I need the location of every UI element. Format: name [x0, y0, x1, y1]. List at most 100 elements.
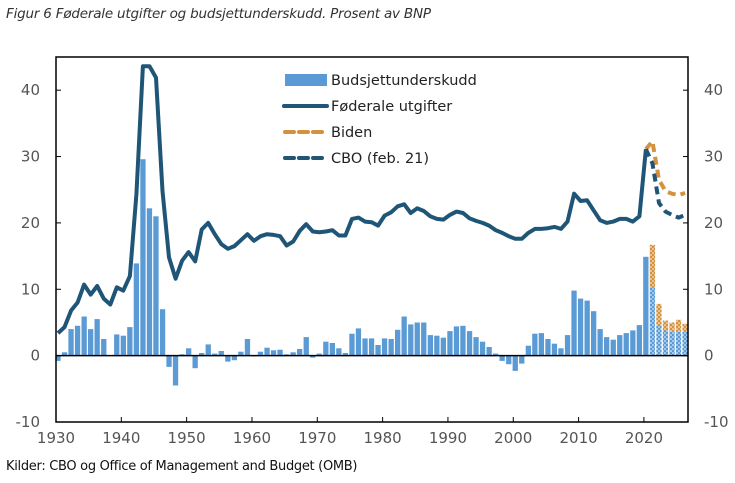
legend: Budsjettunderskudd Føderale utgifter Biden…	[282, 73, 477, 167]
deficit-bar-1952	[199, 353, 205, 356]
y-tick-label-right: 10	[704, 280, 723, 298]
legend-label: Budsjettunderskudd	[331, 73, 477, 89]
deficit-bar-2008	[564, 335, 571, 356]
deficit-bar-2018	[630, 330, 636, 356]
deficit-bar-1931	[61, 352, 68, 356]
source-note: Kilder: CBO og Office of Management and …	[6, 459, 358, 474]
deficit-bar-2004	[538, 333, 544, 356]
deficit-bar-1940	[120, 335, 126, 356]
deficit-bar-1998	[499, 355, 505, 361]
deficit-bar-2014	[604, 337, 610, 356]
deficit-bar-1943	[140, 159, 146, 356]
x-tick-label: 1970	[298, 429, 336, 447]
deficit-bar-1962	[264, 347, 270, 356]
biden-deficit-bar-2024	[669, 322, 675, 332]
deficit-bar-1980	[381, 338, 388, 356]
y-tick-label-right: 0	[704, 347, 714, 365]
biden-deficit-bar-2023	[662, 320, 669, 331]
deficit-bar-2009	[571, 290, 577, 356]
y-tick-label-right: -10	[704, 413, 729, 431]
deficit-bar-1956	[225, 355, 231, 362]
deficit-bar-1955	[218, 351, 224, 356]
legend-item-0: Budsjettunderskudd	[285, 73, 477, 89]
deficit-bar-1954	[212, 353, 218, 356]
x-tick-label: 1930	[37, 429, 75, 447]
deficit-bar-2002	[525, 345, 531, 356]
y-tick-label-left: -10	[16, 413, 41, 431]
deficit-bar-1985	[414, 322, 420, 356]
x-tick-label: 1960	[233, 429, 271, 447]
deficit-bar-1974	[342, 353, 349, 356]
deficit-bar-1969	[310, 355, 316, 358]
cbo-deficit-bar-2025	[675, 331, 682, 356]
biden-deficit-bar-2021	[649, 244, 656, 288]
deficit-bar-1984	[408, 324, 414, 356]
deficit-bar-1988	[434, 335, 440, 356]
cbo-deficit-bar-2026	[682, 331, 688, 356]
deficit-bar-1995	[479, 341, 486, 356]
deficit-bar-1964	[277, 349, 283, 356]
deficit-bar-2001	[519, 355, 525, 364]
y-tick-label-left: 40	[21, 81, 40, 99]
deficit-bar-1937	[101, 339, 107, 356]
deficit-bar-1963	[270, 350, 277, 356]
deficit-bar-1934	[81, 316, 87, 356]
legend-item-1: Føderale utgifter	[282, 99, 452, 115]
y-tick-label-right: 30	[704, 148, 723, 166]
deficit-bar-1953	[205, 344, 211, 356]
legend-label: Biden	[331, 125, 372, 141]
deficit-bar-2019	[636, 325, 642, 356]
deficit-bar-2010	[577, 298, 584, 356]
deficit-bar-1946	[159, 309, 166, 356]
deficit-bar-1983	[401, 316, 407, 356]
deficit-bar-1992	[460, 325, 466, 356]
deficit-bar-1948	[172, 355, 179, 386]
deficit-bar-2020	[643, 256, 649, 356]
deficit-bar-1981	[388, 339, 394, 356]
deficit-bar-1958	[238, 351, 244, 356]
biden-deficit-bar-2026	[682, 323, 688, 332]
legend-item-2: Biden	[283, 125, 372, 141]
deficit-bar-1930	[55, 355, 61, 361]
deficit-bar-2016	[617, 335, 623, 356]
deficit-bar-2011	[584, 300, 590, 356]
deficit-bar-1978	[368, 338, 375, 356]
chart-title: Figur 6 Føderale utgifter og budsjettund…	[6, 6, 431, 22]
deficit-bar-1970	[316, 353, 322, 356]
deficit-bar-1945	[153, 216, 159, 356]
deficit-bar-2015	[610, 339, 616, 356]
y-tick-label-left: 30	[21, 148, 40, 166]
deficit-bar-1947	[166, 355, 172, 367]
biden-deficit-bar-2022	[656, 303, 662, 326]
cbo-deficit-bar-2024	[669, 331, 675, 356]
deficit-bar-1967	[297, 349, 303, 356]
cbo-spending-line	[644, 148, 686, 220]
deficit-bar-2013	[597, 329, 603, 356]
deficit-bar-1973	[336, 348, 342, 356]
deficit-bar-2000	[512, 355, 518, 371]
spending-lines	[56, 64, 686, 335]
deficit-bar-1986	[421, 322, 427, 356]
x-tick-label: 2000	[494, 429, 532, 447]
deficit-bar-1999	[506, 355, 512, 365]
deficit-bar-1979	[375, 345, 381, 356]
deficit-bar-1989	[440, 337, 446, 356]
plot-frame	[55, 56, 689, 423]
legend-item-3: CBO (feb. 21)	[283, 151, 429, 167]
deficit-bar-1987	[427, 335, 433, 356]
deficit-bar-1982	[395, 329, 401, 356]
deficit-bar-1959	[244, 339, 251, 356]
deficit-bar-1990	[447, 331, 453, 356]
legend-label: Føderale utgifter	[331, 99, 452, 115]
deficit-bar-2012	[591, 311, 597, 356]
y-tick-label-left: 0	[30, 347, 40, 365]
cbo-deficit-bar-2021	[649, 287, 656, 356]
ticks: -10 0 10 20 30 40 -10 0 10 20 30 40 1930 1940 1950 1960…	[16, 81, 729, 447]
axes	[55, 56, 689, 423]
deficit-bar-1993	[466, 331, 473, 356]
deficit-bar-1936	[94, 319, 100, 356]
deficit-bar-2007	[558, 348, 564, 356]
x-tick-label: 1990	[429, 429, 467, 447]
deficit-bar-2005	[545, 339, 551, 356]
deficit-bar-1994	[473, 337, 479, 356]
